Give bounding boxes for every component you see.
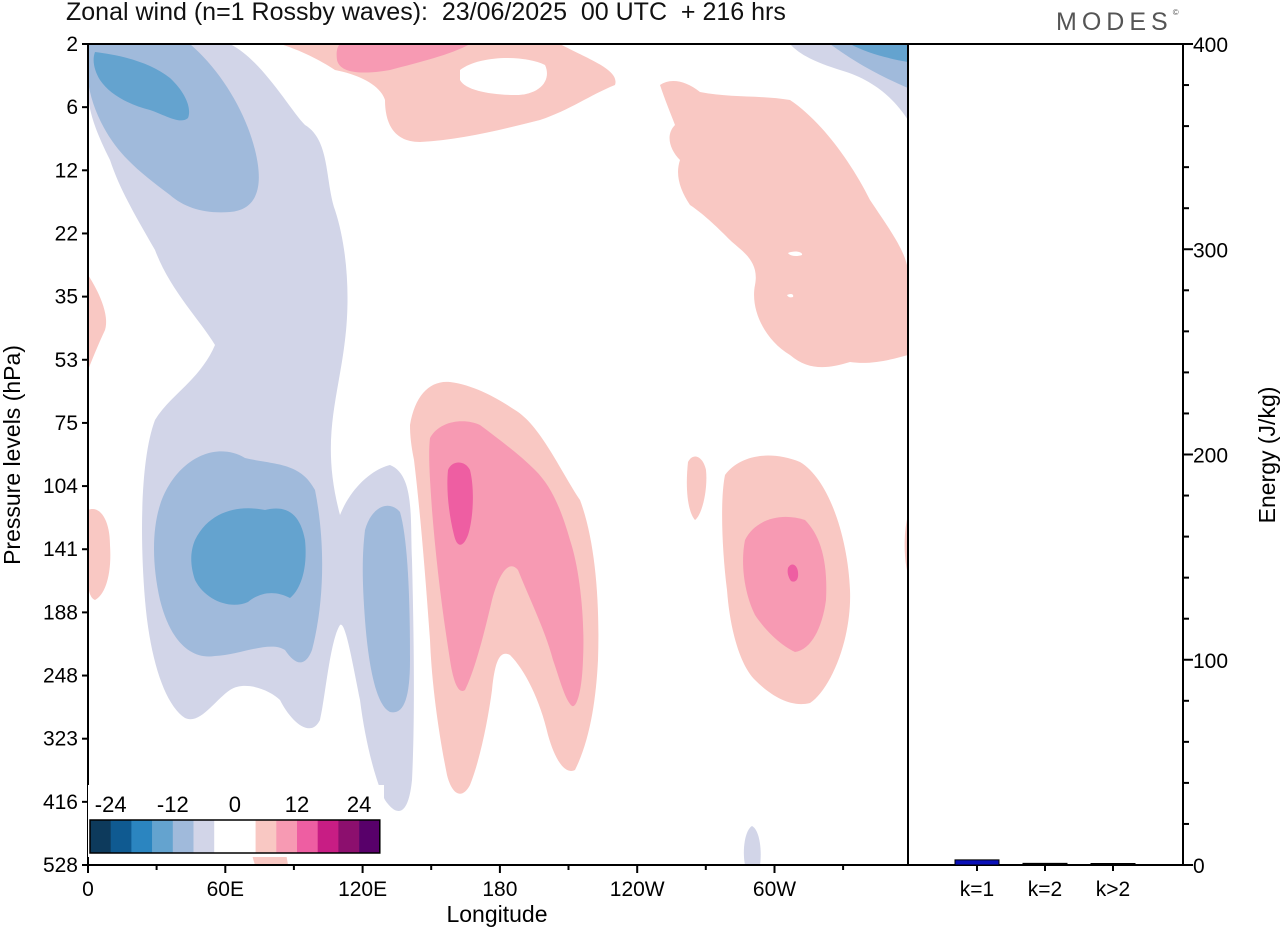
contour-pos-level2-top xyxy=(336,44,470,73)
x-axis-title: Longitude xyxy=(446,901,547,927)
energy-tick-label: 100 xyxy=(1193,650,1228,673)
pressure-tick-label: 53 xyxy=(55,349,78,372)
contour-neg-level3-top-right xyxy=(850,44,908,62)
energy-panel-frame xyxy=(907,43,1184,866)
colorbar-swatch xyxy=(172,820,194,853)
pressure-tick-label: 104 xyxy=(43,475,78,498)
colorbar-swatch xyxy=(110,820,132,853)
energy-tick-label: 200 xyxy=(1193,445,1228,468)
contour-pos-level2-main xyxy=(429,421,584,707)
colorbar-swatch xyxy=(359,820,381,853)
energy-tick-label: 300 xyxy=(1193,239,1228,262)
colorbar-frame xyxy=(89,819,381,854)
colorbar-label: 24 xyxy=(347,792,371,817)
contour-zero-hole-top xyxy=(460,58,547,95)
longitude-tick-label: 120E xyxy=(338,878,387,901)
colorbar-swatch xyxy=(234,820,256,853)
energy-bar-label: k=1 xyxy=(960,878,994,901)
energy-axis: 0 100 200 300 400 xyxy=(1183,34,1228,878)
pressure-tick-label: 528 xyxy=(43,854,78,877)
brand-name: MODES xyxy=(1056,8,1173,36)
contour-zero-hole-ne1 xyxy=(788,251,803,257)
contour-neg-level3-mid xyxy=(191,508,306,605)
energy-bar xyxy=(954,859,1000,866)
contour-neg-level2-right xyxy=(362,505,410,713)
contour-pos-level1-small xyxy=(686,456,707,520)
brand-mark: © xyxy=(1172,8,1179,17)
longitude-tick-label: 120W xyxy=(610,878,665,901)
pressure-tick-label: 141 xyxy=(43,538,78,561)
contour-pos-level3-east xyxy=(787,564,799,582)
colorbar-swatch xyxy=(90,820,111,853)
colorbar-label: -24 xyxy=(95,792,127,817)
pressure-tick-label: 416 xyxy=(43,791,78,814)
pressure-tick-label: 35 xyxy=(55,286,78,309)
colorbar-swatch xyxy=(131,820,153,853)
energy-bar-label: k>2 xyxy=(1096,878,1130,901)
colorbar-swatch xyxy=(193,820,215,853)
colorbar-swatch xyxy=(152,820,174,853)
colorbar-label: -12 xyxy=(157,792,189,817)
colorbar-swatch xyxy=(276,820,298,853)
y-axis-title: Pressure levels (hPa) xyxy=(0,345,25,565)
energy-tick-label: 0 xyxy=(1193,855,1205,878)
energy-bar-label: k=2 xyxy=(1028,878,1062,901)
contour-pos-level2-east xyxy=(743,516,827,652)
contour-neg-level1-bottom xyxy=(743,826,761,865)
colorbar-swatch xyxy=(255,820,277,853)
pressure-tick-label: 188 xyxy=(43,601,78,624)
energy-bar xyxy=(1022,862,1068,866)
pressure-tick-label: 22 xyxy=(55,222,78,245)
colorbar-swatch xyxy=(297,820,318,853)
energy-bars: k=1 k=2 k>2 xyxy=(954,859,1136,901)
colorbar-swatch xyxy=(338,820,360,853)
pressure-tick-label: 6 xyxy=(66,96,78,119)
contour-pos-level1-ne xyxy=(660,80,908,368)
colorbar-label: 12 xyxy=(285,792,309,817)
energy-tick-label: 400 xyxy=(1193,34,1228,57)
colorbar-label: 0 xyxy=(229,792,241,817)
contour-field xyxy=(88,44,908,865)
contour-pos-level3-main xyxy=(447,462,473,545)
longitude-tick-label: 60W xyxy=(753,878,796,901)
colorbar-legend: -24 -12 0 12 24 xyxy=(88,785,384,857)
contour-pos-level1-west-low xyxy=(88,509,111,600)
brand-logo: MODES© xyxy=(1056,8,1179,37)
longitude-tick-label: 180 xyxy=(482,878,517,901)
contour-pos-level1-top xyxy=(280,44,616,142)
longitude-axis: 0 60E 120E 180 120W 60W xyxy=(82,865,845,901)
longitude-tick-label: 0 xyxy=(82,878,94,901)
energy-bar xyxy=(1090,863,1136,866)
pressure-tick-label: 12 xyxy=(55,159,78,182)
contour-neg-level3-upper xyxy=(93,52,190,121)
colorbar-swatch xyxy=(317,820,339,853)
energy-axis-title: Energy (J/kg) xyxy=(1254,387,1280,524)
longitude-tick-label: 60E xyxy=(207,878,244,901)
pressure-tick-label: 323 xyxy=(43,728,78,751)
pressure-tick-label: 248 xyxy=(43,665,78,688)
pressure-tick-label: 75 xyxy=(55,412,78,435)
pressure-tick-label: 2 xyxy=(66,33,78,56)
colorbar-swatch xyxy=(214,820,236,853)
contour-zero-hole-ne2 xyxy=(787,293,794,298)
contour-pos-level1-west xyxy=(88,275,107,370)
chart-title: Zonal wind (n=1 Rossby waves): 23/06/202… xyxy=(66,0,786,26)
pressure-axis: 2 6 12 22 35 53 75 104 141 188 248 323 416 528 xyxy=(43,33,88,877)
